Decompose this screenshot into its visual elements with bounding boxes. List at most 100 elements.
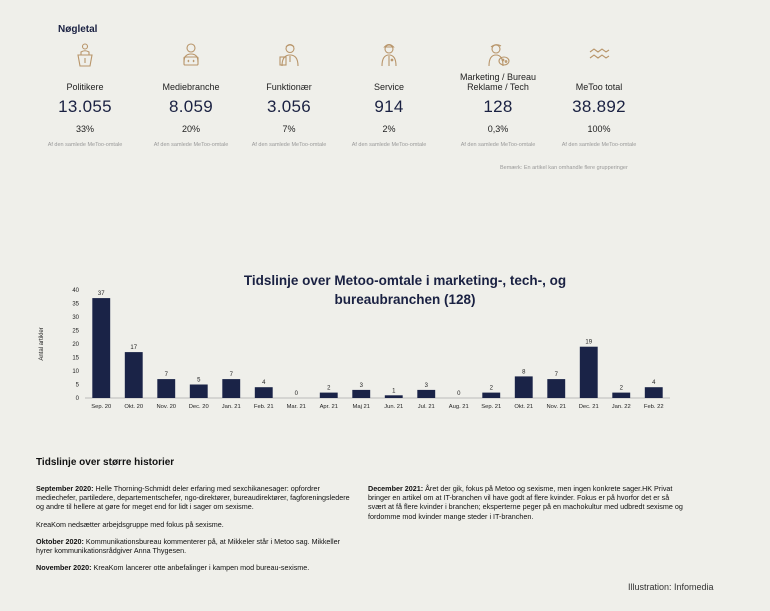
stat-label: Politikere: [66, 82, 104, 92]
stat-label: Marketing / Bureau Reklame / Tech: [459, 72, 537, 92]
y-tick-label: 30: [72, 315, 79, 321]
stat-label: Funktionær: [266, 82, 312, 92]
stat-value: 128: [483, 97, 513, 116]
bar-value-label: 0: [295, 391, 299, 397]
x-tick-label: Dec. 21: [579, 404, 599, 410]
stat-value: 8.059: [168, 97, 214, 116]
stat-value: 13.055: [58, 97, 112, 116]
story-date: December 2021:: [368, 484, 424, 493]
x-tick-label: Nov. 20: [156, 404, 176, 410]
story-date: November 2020:: [36, 563, 92, 573]
x-tick-label: Nov. 21: [546, 404, 566, 410]
bar-value-label: 3: [425, 383, 429, 389]
bar: [644, 387, 663, 398]
artist-person-icon: [488, 44, 510, 67]
x-tick-label: Feb. 21: [254, 404, 274, 410]
story-kreakom: KreaKom nedsætter arbejdsgruppe med foku…: [36, 520, 356, 529]
illustration-credit: Illustration: Infomedia: [628, 582, 714, 592]
bar-value-label: 2: [327, 386, 331, 392]
y-tick-label: 10: [72, 369, 79, 375]
bar-value-label: 4: [652, 380, 656, 386]
x-tick-label: Dec. 20: [189, 404, 209, 410]
bar: [92, 298, 111, 398]
story-text: Året der gik, fokus på Metoo og sexisme,…: [368, 484, 683, 521]
stories-title: Tidslinje over større historier: [36, 457, 175, 468]
stat-marketing: Marketing / Bureau Reklame / Tech 128 0,…: [443, 42, 553, 148]
bar-value-label: 7: [165, 372, 169, 378]
stat-service: Service 914 2% Af den samlede MeToo-omta…: [334, 42, 444, 148]
bar-value-label: 2: [620, 386, 624, 392]
stats-remark: Bemærk: En artikel kan omhandle flere gr…: [500, 165, 628, 171]
bar: [579, 346, 598, 398]
bar-value-label: 4: [262, 380, 266, 386]
story-text: KreaKom nedsætter arbejdsgruppe med foku…: [36, 519, 224, 529]
x-tick-label: Sep. 20: [91, 404, 111, 410]
stories-left-column: September 2020: Helle Thorning-Schmidt d…: [36, 484, 356, 580]
x-tick-label: Okt. 20: [124, 404, 143, 410]
stat-note: Af den samlede MeToo-omtale: [351, 142, 427, 148]
bar: [384, 395, 403, 398]
bar: [124, 352, 143, 398]
stories-right-column: December 2021: Året der gik, fokus på Me…: [368, 484, 688, 529]
bar: [157, 379, 176, 398]
x-tick-label: Maj 21: [353, 404, 370, 410]
story-date: Oktober 2020:: [36, 536, 84, 546]
bar-value-label: 7: [230, 372, 234, 378]
y-tick-label: 0: [76, 396, 80, 402]
bar-value-label: 37: [98, 291, 105, 297]
y-axis-label: Antal artikler: [39, 327, 45, 360]
y-tick-label: 35: [72, 302, 79, 308]
podium-icon: [77, 43, 93, 67]
bar-value-label: 8: [522, 369, 526, 375]
x-tick-label: Sep. 21: [481, 404, 501, 410]
bar: [222, 379, 241, 398]
x-tick-label: Apr. 21: [320, 404, 338, 410]
stat-label: MeToo total: [575, 82, 623, 92]
bar-value-label: 19: [585, 340, 592, 346]
official-person-icon: [279, 43, 299, 67]
x-tick-label: Feb. 22: [644, 404, 664, 410]
x-tick-label: Mar. 21: [287, 404, 306, 410]
stat-percent: 20%: [181, 124, 200, 134]
x-tick-label: Okt. 21: [514, 404, 533, 410]
bar: [352, 389, 371, 398]
stat-value: 914: [374, 97, 404, 116]
stat-note: Af den samlede MeToo-omtale: [47, 142, 123, 148]
stats-title: Nøgletal: [58, 24, 98, 35]
stat-percent: 7%: [282, 124, 296, 134]
stat-note: Af den samlede MeToo-omtale: [460, 142, 536, 148]
bar-value-label: 5: [197, 378, 201, 384]
bar-value-label: 7: [555, 372, 559, 378]
stat-label: Service: [373, 82, 404, 92]
story-date: September 2020:: [36, 484, 94, 493]
x-tick-label: Aug. 21: [449, 404, 469, 410]
stat-politikere: Politikere 13.055 33% Af den samlede MeT…: [30, 42, 140, 148]
story-sep-2020: September 2020: Helle Thorning-Schmidt d…: [36, 484, 356, 512]
bar: [547, 379, 566, 398]
stat-funktionaer: Funktionær 3.056 7% Af den samlede MeToo…: [234, 42, 344, 148]
stat-value: 38.892: [572, 97, 626, 116]
bar: [254, 387, 273, 398]
bar-value-label: 0: [457, 391, 461, 397]
laptop-person-icon: [183, 43, 199, 66]
story-nov-2020: November 2020: KreaKom lancerer otte anb…: [36, 563, 356, 572]
story-okt-2020: Oktober 2020: Kommunikationsbureau komme…: [36, 537, 356, 555]
stat-label: Mediebranche: [162, 82, 220, 92]
bar: [482, 392, 501, 398]
service-person-icon: [381, 43, 397, 67]
y-tick-label: 25: [72, 329, 79, 335]
bar: [189, 384, 208, 398]
y-tick-label: 40: [72, 288, 79, 294]
bar: [319, 392, 338, 398]
stat-note: Af den samlede MeToo-omtale: [561, 142, 637, 148]
x-tick-label: Jul. 21: [418, 404, 435, 410]
stat-value: 3.056: [266, 97, 312, 116]
stat-percent: 2%: [382, 124, 396, 134]
story-dec-2021: December 2021: Året der gik, fokus på Me…: [368, 484, 688, 521]
bar-value-label: 3: [360, 383, 364, 389]
story-text: KreaKom lancerer otte anbefalinger i kam…: [91, 563, 310, 573]
stat-percent: 33%: [75, 124, 94, 134]
stat-note: Af den samlede MeToo-omtale: [153, 142, 229, 148]
